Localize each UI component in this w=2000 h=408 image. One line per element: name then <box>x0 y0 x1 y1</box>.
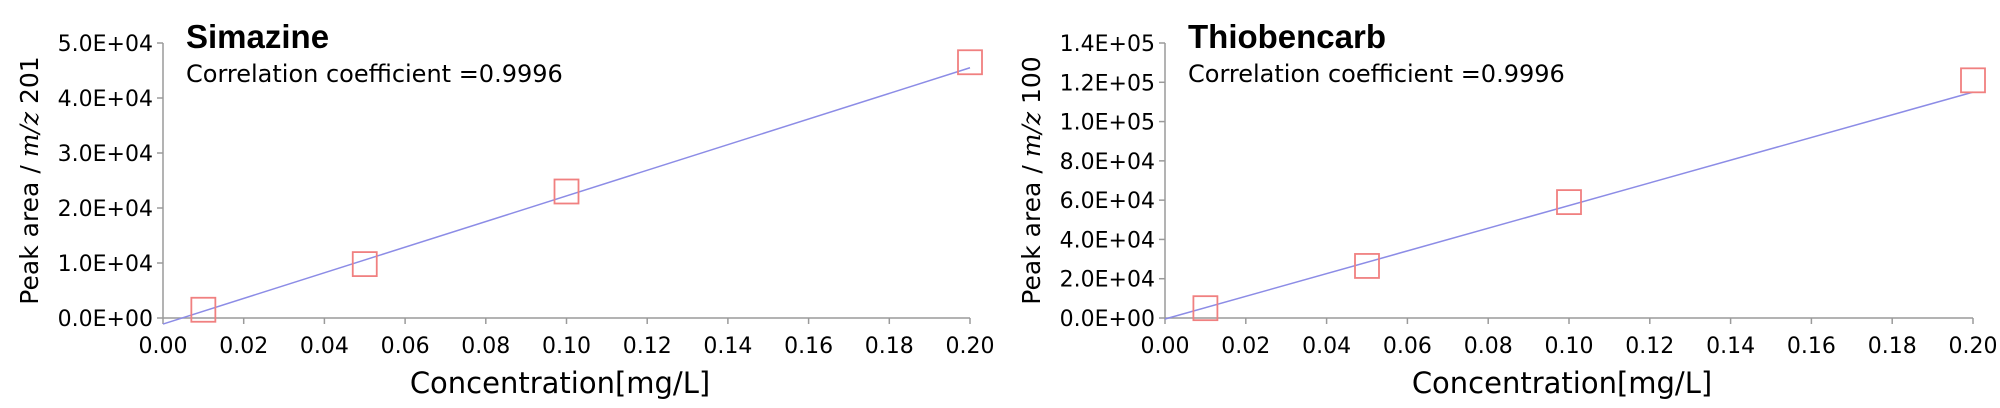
x-tick-label: 0.02 <box>1221 334 1270 359</box>
x-tick-label: 0.20 <box>1949 334 1998 359</box>
y-tick-label: 2.0E+04 <box>58 197 153 222</box>
x-tick-label: 0.14 <box>703 334 752 359</box>
y-tick-label: 5.0E+04 <box>58 32 153 57</box>
y-tick-label: 2.0E+04 <box>1060 268 1155 293</box>
x-tick-label: 0.08 <box>1464 334 1513 359</box>
y-axis-label-prefix: Peak area / <box>1017 157 1046 304</box>
data-point <box>957 49 983 76</box>
y-tick-label: 8.0E+04 <box>1060 150 1155 175</box>
x-tick-label: 0.06 <box>381 334 430 359</box>
y-axis-label-prefix: Peak area / <box>15 157 44 304</box>
correlation-annotation: Correlation coefficient =0.9996 <box>186 60 563 88</box>
x-tick-label: 0.00 <box>139 334 188 359</box>
x-tick-label: 0.12 <box>623 334 672 359</box>
regression-line <box>162 67 971 325</box>
regression-line <box>1164 91 1974 320</box>
y-axis-label-mz: m/z <box>15 111 44 157</box>
data-point <box>1960 67 1986 94</box>
chart-title: Simazine <box>186 18 329 55</box>
y-tick-label: 1.2E+05 <box>1060 71 1155 96</box>
y-tick-label: 3.0E+04 <box>58 142 153 167</box>
chart-panel-2: 0.0E+00 2.0E+04 4.0E+04 6.0E+04 8.0E+04 1.0E+… <box>1017 18 1997 400</box>
x-axis-label: Concentration[mg/L] <box>410 366 710 400</box>
x-tick-label: 0.04 <box>1302 334 1351 359</box>
data-point <box>553 178 580 205</box>
x-tick-label: 0.18 <box>865 334 914 359</box>
y-axis-label: Peak area / m/z 201 <box>15 56 44 304</box>
x-tick-label: 0.10 <box>542 334 591 359</box>
y-tick-label: 6.0E+04 <box>1060 189 1155 214</box>
y-tick-label: 1.4E+05 <box>1060 32 1155 57</box>
x-tick-label: 0.12 <box>1625 334 1674 359</box>
y-tick-label: 4.0E+04 <box>58 87 153 112</box>
data-point <box>1354 253 1380 279</box>
x-tick-label: 0.08 <box>461 334 510 359</box>
data-point <box>190 296 217 323</box>
y-tick-label: 4.0E+04 <box>1060 228 1155 253</box>
y-axis-label-suffix: 201 <box>15 56 44 112</box>
x-tick-label: 0.16 <box>784 334 833 359</box>
y-axis-label: Peak area / m/z 100 <box>1017 56 1046 304</box>
data-point <box>351 251 378 278</box>
x-tick-label: 0.20 <box>946 334 995 359</box>
x-tick-label: 0.00 <box>1141 334 1190 359</box>
x-axis-label: Concentration[mg/L] <box>1412 366 1712 400</box>
y-axis-label-suffix: 100 <box>1017 56 1046 112</box>
x-tick-label: 0.02 <box>219 334 268 359</box>
chart-panel-1: 0.0E+00 1.0E+04 2.0E+04 3.0E+04 4.0E+04 5.0E+… <box>15 18 994 400</box>
y-axis-label-mz: m/z <box>1017 111 1046 157</box>
correlation-annotation: Correlation coefficient =0.9996 <box>1188 60 1565 88</box>
y-tick-label: 0.0E+00 <box>1060 307 1155 332</box>
chart-title: Thiobencarb <box>1188 18 1386 55</box>
y-tick-label: 1.0E+05 <box>1060 111 1155 136</box>
x-tick-label: 0.10 <box>1545 334 1594 359</box>
x-tick-label: 0.14 <box>1706 334 1755 359</box>
x-tick-label: 0.16 <box>1787 334 1836 359</box>
x-tick-label: 0.18 <box>1868 334 1917 359</box>
y-tick-label: 1.0E+04 <box>58 252 153 277</box>
data-point <box>1192 295 1219 322</box>
x-tick-label: 0.04 <box>300 334 349 359</box>
y-tick-label: 0.0E+00 <box>58 307 153 332</box>
x-tick-label: 0.06 <box>1383 334 1432 359</box>
data-point <box>1556 189 1582 216</box>
